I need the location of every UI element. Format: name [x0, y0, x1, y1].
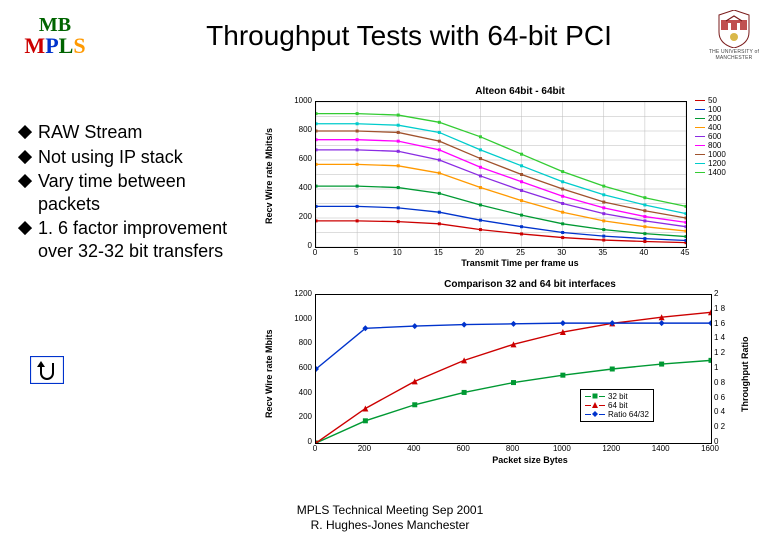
footer-line1: MPLS Technical Meeting Sep 2001: [0, 503, 780, 517]
footer: MPLS Technical Meeting Sep 2001 R. Hughe…: [0, 503, 780, 532]
legend-item: 400: [695, 123, 726, 132]
university-crest: THE UNIVERSITY of MANCHESTER: [708, 10, 760, 61]
footer-line2: R. Hughes-Jones Manchester: [0, 518, 780, 532]
diamond-bullet-icon: [18, 221, 32, 235]
chart2-title: Comparison 32 and 64 bit interfaces: [400, 279, 660, 290]
diamond-bullet-icon: [18, 125, 32, 139]
logo-mb-mpls: MB MPLS: [20, 15, 90, 57]
legend-item: Ratio 64/32: [585, 410, 649, 419]
header: MB MPLS Throughput Tests with 64-bit PCI…: [0, 0, 780, 61]
page-title: Throughput Tests with 64-bit PCI: [90, 20, 708, 52]
legend-item: 1200: [695, 159, 726, 168]
bullet-item: Not using IP stack: [18, 146, 248, 169]
legend-item: 100: [695, 105, 726, 114]
legend-item: 1400: [695, 168, 726, 177]
chart1-title: Alteon 64bit - 64bit: [420, 86, 620, 97]
chart1-plot: [315, 101, 687, 248]
legend-item: 800: [695, 141, 726, 150]
bullet-item: 1. 6 factor improvement over 32-32 bit t…: [18, 217, 248, 262]
legend-item: 1000: [695, 150, 726, 159]
bullet-item: Vary time between packets: [18, 170, 248, 215]
legend-item: 200: [695, 114, 726, 123]
chart1-container: Alteon 64bit - 64bit Recv Wire rate Mbit…: [260, 86, 755, 271]
logo-mpls: MPLS: [20, 35, 90, 57]
legend-item: 600: [695, 132, 726, 141]
chart2-xlabel: Packet size Bytes: [430, 455, 630, 465]
diamond-bullet-icon: [18, 174, 32, 188]
chart2-ylabel: Recv Wire rate Mbits: [264, 304, 274, 444]
chart2-legend: 32 bit64 bitRatio 64/32: [580, 389, 654, 422]
bullet-text: 1. 6 factor improvement over 32-32 bit t…: [38, 217, 248, 262]
chart2-container: Comparison 32 and 64 bit interfaces Recv…: [260, 279, 755, 469]
chart1-legend: 50100200400600800100012001400: [695, 96, 726, 177]
chart1-ylabel: Recv Wire rate Mbits/s: [264, 106, 274, 246]
return-icon[interactable]: [30, 356, 64, 389]
bullet-list: RAW StreamNot using IP stackVary time be…: [18, 121, 248, 264]
bullet-text: Not using IP stack: [38, 146, 248, 169]
bullet-item: RAW Stream: [18, 121, 248, 144]
diamond-bullet-icon: [18, 150, 32, 164]
crest-caption: THE UNIVERSITY of MANCHESTER: [708, 49, 760, 61]
crest-icon: [714, 10, 754, 48]
bullet-text: Vary time between packets: [38, 170, 248, 215]
legend-item: 50: [695, 96, 726, 105]
chart2-ylabel2: Throughput Ratio: [740, 304, 750, 444]
chart1-xlabel: Transmit Time per frame us: [420, 258, 620, 268]
logo-mb: MB: [20, 15, 90, 35]
bullet-text: RAW Stream: [38, 121, 248, 144]
